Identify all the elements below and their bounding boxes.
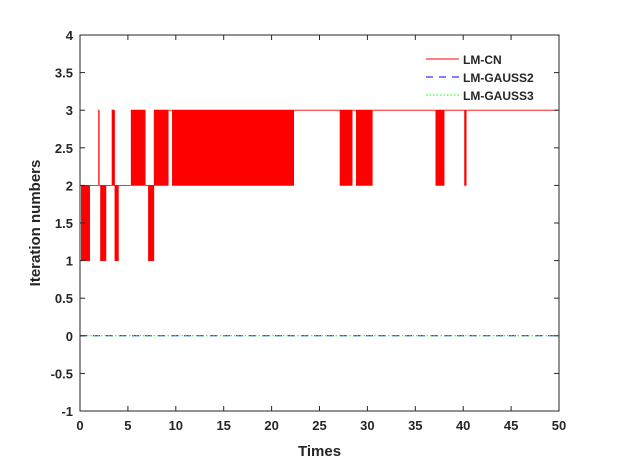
y-tick-label: 2 bbox=[66, 178, 73, 193]
lm-cn-segment bbox=[98, 109, 100, 186]
x-tick-label: 30 bbox=[360, 418, 374, 433]
y-tick-label: 3.5 bbox=[55, 66, 73, 81]
x-tick-label: 0 bbox=[76, 418, 83, 433]
x-tick-label: 45 bbox=[504, 418, 518, 433]
x-tick-label: 35 bbox=[408, 418, 422, 433]
legend-label-lm-gauss3: LM-GAUSS3 bbox=[463, 89, 534, 103]
lm-cn-segment bbox=[339, 109, 353, 186]
lm-cn-segment bbox=[464, 109, 467, 186]
lm-cn-segment bbox=[114, 185, 119, 261]
plot-area bbox=[80, 35, 559, 411]
x-tick-label: 15 bbox=[216, 418, 230, 433]
lm-cn-segment bbox=[153, 109, 169, 186]
x-tick-label: 10 bbox=[169, 418, 183, 433]
series-layer bbox=[80, 109, 559, 337]
y-tick-label: 2.5 bbox=[55, 141, 73, 156]
y-tick-label: 0.5 bbox=[55, 291, 73, 306]
y-tick-label: 3 bbox=[66, 103, 73, 118]
y-axis-label: Iteration numbers bbox=[27, 160, 44, 287]
y-tick-label: 1 bbox=[66, 254, 73, 269]
lm-cn-segment bbox=[100, 185, 107, 261]
lm-cn-segment bbox=[111, 109, 115, 186]
x-tick-label: 5 bbox=[124, 418, 131, 433]
lm-cn-segment bbox=[130, 109, 146, 186]
x-tick-label: 40 bbox=[456, 418, 470, 433]
legend-label-lm-gauss2: LM-GAUSS2 bbox=[463, 71, 534, 85]
lm-cn-segment bbox=[435, 109, 445, 186]
ticks-layer: 0 5 10 15 20 25 30 35 40 45 50 -1 -0.5 0 0.5 1 1.5 2 2.5 3 3… bbox=[51, 28, 567, 433]
lm-cn-segment bbox=[171, 109, 295, 186]
legend-label-lm-cn: LM-CN bbox=[463, 53, 502, 67]
x-tick-label: 20 bbox=[264, 418, 278, 433]
x-axis-label: Times bbox=[298, 443, 341, 460]
lm-cn-segment bbox=[355, 109, 373, 186]
y-tick-label: -0.5 bbox=[51, 366, 73, 381]
y-tick-label: 1.5 bbox=[55, 216, 73, 231]
y-tick-label: 0 bbox=[66, 329, 73, 344]
y-tick-label: -1 bbox=[61, 404, 73, 419]
lm-cn-segment bbox=[148, 185, 155, 261]
x-tick-label: 50 bbox=[552, 418, 566, 433]
y-tick-label: 4 bbox=[66, 28, 74, 43]
x-tick-label: 25 bbox=[312, 418, 326, 433]
legend: LM-CN LM-GAUSS2 LM-GAUSS3 bbox=[426, 53, 534, 103]
